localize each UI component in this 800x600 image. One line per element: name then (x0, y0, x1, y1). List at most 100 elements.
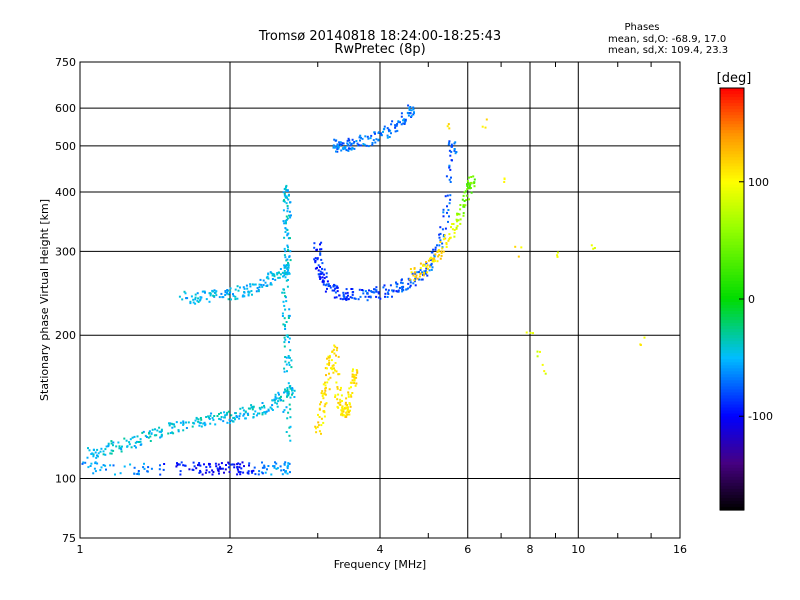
data-point (433, 260, 436, 262)
data-point (283, 269, 286, 272)
data-point (434, 246, 437, 249)
data-point (197, 301, 200, 303)
data-point (404, 121, 407, 124)
data-point (94, 461, 97, 464)
data-point (172, 432, 175, 435)
data-point (387, 293, 390, 295)
data-point (375, 289, 378, 292)
data-point (258, 412, 261, 415)
data-point (455, 218, 458, 221)
data-point (341, 142, 344, 145)
data-point (348, 387, 351, 390)
data-point (246, 287, 249, 290)
data-point (391, 295, 393, 298)
data-point (433, 255, 436, 258)
data-point (446, 205, 448, 208)
colorbar-segment (720, 172, 744, 177)
colorbar-segment (720, 271, 744, 276)
data-point (176, 464, 179, 467)
data-point (314, 257, 317, 260)
data-point (353, 147, 356, 150)
colorbar-segment (720, 226, 744, 231)
data-point (125, 439, 128, 442)
colorbar-segment (720, 434, 744, 439)
data-point (283, 222, 286, 225)
colorbar-segment (720, 238, 744, 243)
data-point (347, 143, 350, 146)
data-point (357, 298, 360, 301)
data-point (247, 414, 250, 416)
data-point (332, 144, 335, 147)
data-point (337, 401, 340, 404)
data-point (271, 409, 274, 411)
colorbar-segment (720, 422, 744, 427)
data-point (284, 188, 287, 190)
data-point (239, 407, 242, 410)
data-point (331, 350, 334, 353)
data-point (220, 416, 223, 418)
colorbar-segment (720, 365, 744, 369)
data-point (336, 148, 339, 150)
data-point (282, 323, 285, 326)
data-point (337, 373, 340, 376)
data-point (418, 278, 420, 281)
data-point (343, 146, 346, 149)
data-point (283, 391, 285, 394)
colorbar-segment (720, 202, 744, 207)
data-point (232, 417, 235, 419)
data-point (320, 258, 323, 261)
data-point (208, 471, 211, 474)
data-point (463, 191, 466, 194)
data-point (283, 199, 285, 202)
data-point (427, 259, 430, 262)
data-point (227, 293, 230, 296)
data-point (130, 446, 133, 449)
data-point (177, 429, 180, 432)
data-point (238, 466, 241, 469)
data-point (321, 280, 324, 283)
data-point (324, 403, 327, 406)
data-point (442, 250, 445, 253)
colorbar-segment (720, 428, 744, 433)
data-point (342, 142, 345, 145)
data-point (291, 387, 294, 390)
data-point (350, 143, 353, 145)
data-point (283, 200, 286, 203)
data-point (371, 143, 374, 146)
data-point (391, 120, 394, 123)
data-point (279, 465, 282, 468)
data-point (440, 250, 443, 253)
data-point (452, 223, 455, 225)
data-point (170, 422, 173, 425)
data-point (239, 463, 242, 466)
data-point (287, 246, 289, 249)
data-point (334, 139, 337, 142)
data-point (449, 194, 452, 197)
data-point (92, 455, 95, 458)
colorbar-segment (720, 350, 744, 354)
data-point (361, 137, 364, 140)
data-point (343, 297, 346, 300)
data-point (288, 364, 291, 366)
data-point (351, 392, 354, 394)
data-point (462, 214, 465, 217)
data-point (289, 396, 292, 399)
data-point (224, 291, 227, 294)
data-point (468, 183, 471, 186)
colorbar-segment (720, 283, 744, 288)
data-point (214, 423, 217, 426)
data-point (328, 285, 331, 287)
data-point (448, 238, 451, 241)
data-point (459, 208, 462, 211)
data-point (287, 462, 290, 465)
data-point (267, 409, 270, 412)
data-point (126, 445, 129, 448)
data-point (129, 438, 132, 441)
data-point (334, 287, 337, 290)
data-point (261, 461, 263, 464)
data-point (317, 273, 320, 276)
data-point (250, 470, 253, 473)
data-point (287, 237, 290, 240)
colorbar-segment (720, 416, 744, 421)
data-point (345, 296, 348, 299)
